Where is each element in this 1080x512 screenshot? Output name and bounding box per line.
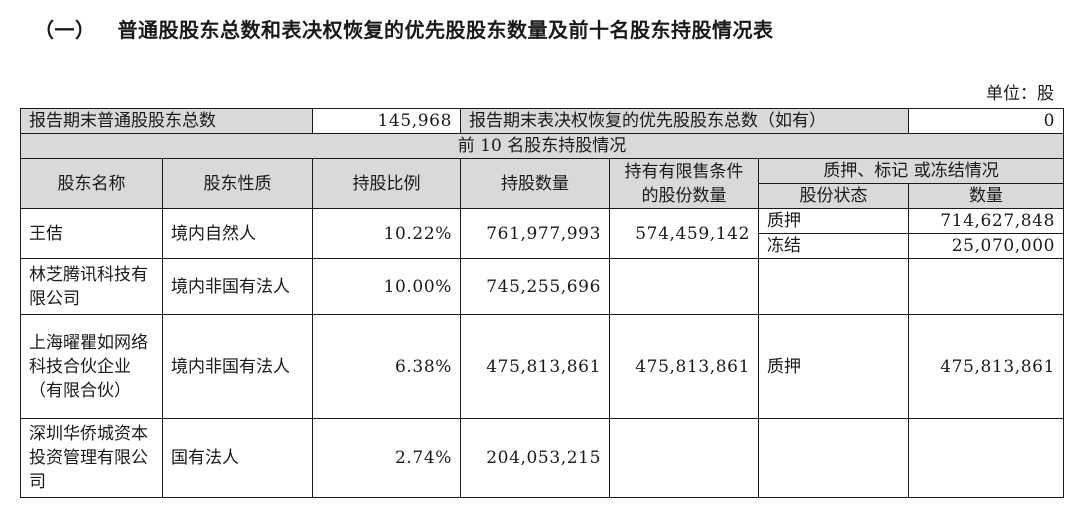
share-status xyxy=(757,258,910,315)
shareholding-quantity: 204,053,215 xyxy=(460,418,610,498)
col-header-share-count: 数量 xyxy=(908,183,1065,209)
preferred-holders-value: 0 xyxy=(908,108,1065,134)
section-title: 普通股股东总数和表决权恢复的优先股股东数量及前十名股东持股情况表 xyxy=(117,18,774,42)
share-count: 714,627,848 xyxy=(908,208,1065,234)
restricted-shares: 574,459,142 xyxy=(609,208,759,259)
col-header-ratio: 持股比例 xyxy=(312,158,461,209)
unit-label: 单位：股 xyxy=(986,84,1054,104)
shareholder-name: 深圳华侨城资本投资管理有限公司 xyxy=(20,418,163,498)
shareholder-nature: 境内非国有法人 xyxy=(162,258,313,315)
shareholding-ratio: 10.22% xyxy=(312,208,461,259)
column-header-row: 股东名称 股东性质 持股比例 持股数量 持有有限售条件的股份数量 质押、标记 或… xyxy=(20,158,1065,209)
column-subheader-row: 股份状态 数量 xyxy=(21,183,1065,209)
top10-header: 前 10 名股东持股情况 xyxy=(19,133,1065,159)
share-count: 25,070,000 xyxy=(908,233,1065,259)
share-status: 冻结 xyxy=(757,233,910,259)
col-header-name: 股东名称 xyxy=(20,158,163,209)
shareholder-table: 报告期末普通股股东总数 145,968 报告期末表决权恢复的优先股股东总数（如有… xyxy=(19,108,1065,498)
preferred-holders-label: 报告期末表决权恢复的优先股股东总数（如有） xyxy=(459,108,910,134)
share-status: 质押 xyxy=(757,314,910,419)
shareholder-name: 林芝腾讯科技有限公司 xyxy=(20,258,163,315)
share-count xyxy=(908,418,1065,498)
table-row: 深圳华侨城资本投资管理有限公司 国有法人 2.74% 204,053,215 xyxy=(20,418,1065,498)
share-count xyxy=(908,258,1065,315)
shareholding-quantity: 745,255,696 xyxy=(460,258,610,315)
shareholder-nature: 境内自然人 xyxy=(162,208,313,259)
restricted-shares: 475,813,861 xyxy=(609,314,759,419)
shareholding-quantity: 761,977,993 xyxy=(460,208,610,259)
table-row: 上海曜瞿如网络科技合伙企业（有限合伙） 境内非国有法人 6.38% 475,81… xyxy=(20,314,1065,419)
table-row: 王佶 境内自然人 10.22% 761,977,993 574,459,142 … xyxy=(20,208,1065,259)
table-row: 林芝腾讯科技有限公司 境内非国有法人 10.00% 745,255,696 xyxy=(20,258,1065,315)
restricted-shares xyxy=(609,418,759,498)
col-header-restricted: 持有有限售条件的股份数量 xyxy=(609,158,759,209)
shareholder-nature: 国有法人 xyxy=(162,418,313,498)
share-status xyxy=(757,418,910,498)
summary-row: 报告期末普通股股东总数 145,968 报告期末表决权恢复的优先股股东总数（如有… xyxy=(20,108,1065,134)
share-status: 质押 xyxy=(757,208,910,234)
common-holders-value: 145,968 xyxy=(312,108,461,134)
section-header-row: 前 10 名股东持股情况 xyxy=(19,133,1065,159)
col-header-quantity: 持股数量 xyxy=(460,158,610,209)
common-holders-label: 报告期末普通股股东总数 xyxy=(20,108,313,134)
table-subrow: 冻结 25,070,000 xyxy=(21,233,1065,259)
shareholding-ratio: 6.38% xyxy=(312,314,461,419)
share-count: 475,813,861 xyxy=(908,314,1065,419)
shareholder-nature: 境内非国有法人 xyxy=(162,314,313,419)
section-heading: （一） 普通股股东总数和表决权恢复的优先股股东数量及前十名股东持股情况表 xyxy=(34,14,774,43)
shareholder-name: 上海曜瞿如网络科技合伙企业（有限合伙） xyxy=(20,314,163,419)
shareholding-ratio: 2.74% xyxy=(312,418,461,498)
col-header-share-status: 股份状态 xyxy=(757,183,910,209)
section-number: （一） xyxy=(34,18,96,42)
shareholding-quantity: 475,813,861 xyxy=(460,314,610,419)
col-header-nature: 股东性质 xyxy=(162,158,313,209)
restricted-shares xyxy=(609,258,759,315)
col-header-pledge-group: 质押、标记 或冻结情况 xyxy=(757,158,1065,184)
shareholding-ratio: 10.00% xyxy=(312,258,461,315)
shareholder-name: 王佶 xyxy=(20,208,163,259)
